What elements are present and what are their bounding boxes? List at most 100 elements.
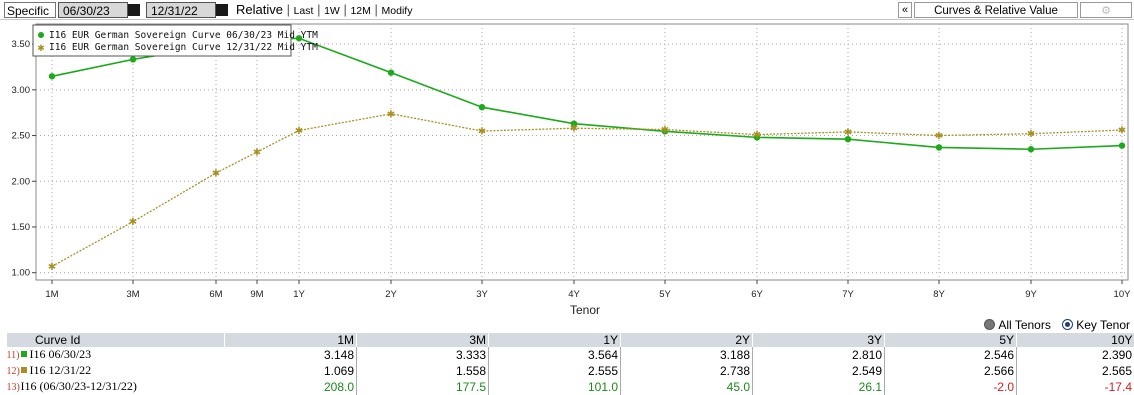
column-header[interactable]: 1M	[225, 333, 357, 347]
table-cell: 1.558	[357, 363, 489, 379]
x-tick-label: 8Y	[933, 289, 945, 300]
x-tick-label: 6Y	[751, 289, 763, 300]
table-cell: 3.188	[621, 347, 753, 363]
data-point: ✱	[753, 130, 761, 141]
x-tick-label: 2Y	[385, 289, 397, 300]
table-header-row: Curve Id 1M 3M 1Y 2Y 3Y 5Y 10Y	[7, 333, 1134, 347]
table-cell: 3.564	[489, 347, 621, 363]
curves-relative-value-button[interactable]: Curves & Relative Value	[914, 2, 1078, 18]
data-point: ✱	[212, 169, 220, 180]
table-cell: 3.148	[225, 347, 357, 363]
y-axis: 1.001.502.002.503.003.50	[12, 39, 37, 279]
column-header[interactable]: 1Y	[489, 333, 621, 347]
column-header[interactable]: 3Y	[753, 333, 885, 347]
all-tenors-label: All Tenors	[998, 318, 1050, 332]
column-header[interactable]: Curve Id	[7, 333, 225, 347]
y-tick-label: 1.50	[12, 222, 31, 233]
twelve-month-button[interactable]: 12M	[350, 5, 370, 17]
radio-selected-icon	[1062, 319, 1073, 330]
column-header[interactable]: 10Y	[1017, 333, 1134, 347]
row-label-cell: 13)I16 (06/30/23-12/31/22)	[7, 379, 225, 395]
data-point: ✱	[1027, 129, 1035, 140]
table-cell: 2.549	[753, 363, 885, 379]
curve-table: Curve Id 1M 3M 1Y 2Y 3Y 5Y 10Y 11)I16 06…	[6, 333, 1134, 395]
table-cell: 1.069	[225, 363, 357, 379]
relative-button[interactable]: Relative	[236, 2, 283, 17]
x-tick-label: 9Y	[1025, 289, 1037, 300]
data-point	[1119, 142, 1125, 148]
separator: |	[375, 2, 382, 17]
table-cell: 2.390	[1017, 347, 1134, 363]
radio-unselected-icon	[984, 319, 995, 330]
table-cell: 2.565	[1017, 363, 1134, 379]
data-point	[936, 144, 942, 150]
data-point	[49, 73, 55, 79]
data-point: ✱	[570, 124, 578, 135]
plot-frame	[36, 24, 1128, 280]
table-cell: 2.546	[885, 347, 1017, 363]
spread-cell: -2.0	[885, 379, 1017, 395]
row-label-cell: 12)I16 12/31/22	[7, 363, 225, 379]
row-label: I16 (06/30/23-12/31/22)	[21, 379, 137, 393]
spread-cell: 101.0	[489, 379, 621, 395]
all-tenors-radio[interactable]: All Tenors	[984, 318, 1050, 332]
x-tick-label: 7Y	[842, 289, 854, 300]
row-number: 13)	[7, 381, 21, 395]
key-tenors-label: Key Tenor	[1076, 318, 1130, 332]
specific-selector[interactable]: Specific	[4, 2, 56, 18]
table-cell: 2.738	[621, 363, 753, 379]
gear-icon[interactable]: ⚙	[1080, 2, 1132, 18]
data-point: ✱	[253, 148, 261, 159]
y-tick-label: 1.00	[12, 268, 31, 279]
x-tick-label: 3M	[126, 289, 139, 300]
toolbar: Specific 06/30/23 12/31/22 Relative | La…	[0, 0, 1134, 20]
spread-cell: 26.1	[753, 379, 885, 395]
y-tick-label: 3.50	[12, 39, 31, 50]
data-point	[388, 69, 394, 75]
last-button[interactable]: Last	[294, 5, 314, 17]
table-row[interactable]: 12)I16 12/31/22 1.069 1.558 2.555 2.738 …	[7, 363, 1134, 379]
x-axis-title: Tenor	[570, 303, 600, 317]
table-cell: 2.810	[753, 347, 885, 363]
table-row[interactable]: 13)I16 (06/30/23-12/31/22) 208.0 177.5 1…	[7, 379, 1134, 395]
spread-cell: 45.0	[621, 379, 753, 395]
x-tick-label: 3Y	[476, 289, 488, 300]
calendar-icon[interactable]	[216, 4, 228, 16]
spread-cell: -17.4	[1017, 379, 1134, 395]
table-row[interactable]: 11)I16 06/30/23 3.148 3.333 3.564 3.188 …	[7, 347, 1134, 363]
x-tick-label: 5Y	[659, 289, 671, 300]
legend-marker-series1	[38, 32, 44, 38]
chart-legend[interactable]: I16 EUR German Sovereign Curve 06/30/23 …	[33, 25, 318, 56]
row-label-cell: 11)I16 06/30/23	[7, 347, 225, 363]
x-tick-label: 1Y	[293, 289, 305, 300]
column-header[interactable]: 3M	[357, 333, 489, 347]
chart-grid	[36, 24, 1128, 280]
legend-marker-series2: ✱	[37, 43, 45, 53]
data-point: ✱	[295, 126, 303, 137]
column-header[interactable]: 2Y	[621, 333, 753, 347]
y-tick-label: 3.00	[12, 85, 31, 96]
x-tick-label: 9M	[250, 289, 263, 300]
data-point	[1028, 146, 1034, 152]
calendar-icon[interactable]	[128, 4, 140, 16]
column-header[interactable]: 5Y	[885, 333, 1017, 347]
data-point: ✱	[48, 262, 56, 273]
data-point	[130, 56, 136, 62]
spread-cell: 208.0	[225, 379, 357, 395]
x-tick-label: 1M	[45, 289, 58, 300]
row-number: 12)	[7, 365, 21, 379]
end-date-field[interactable]: 12/31/22	[146, 2, 216, 18]
key-tenors-radio[interactable]: Key Tenor	[1062, 318, 1130, 332]
collapse-button[interactable]: «	[898, 2, 912, 18]
x-tick-label: 6M	[209, 289, 222, 300]
table-cell: 2.566	[885, 363, 1017, 379]
series-color-swatch	[21, 351, 27, 357]
one-week-button[interactable]: 1W	[324, 5, 340, 17]
legend-entry: I16 EUR German Sovereign Curve 06/30/23 …	[49, 30, 318, 41]
start-date-field[interactable]: 06/30/23	[58, 2, 128, 18]
tenor-radio-group: All Tenors Key Tenor	[976, 318, 1130, 332]
modify-button[interactable]: Modify	[382, 5, 413, 17]
legend-entry: I16 EUR German Sovereign Curve 12/31/22 …	[49, 42, 318, 53]
